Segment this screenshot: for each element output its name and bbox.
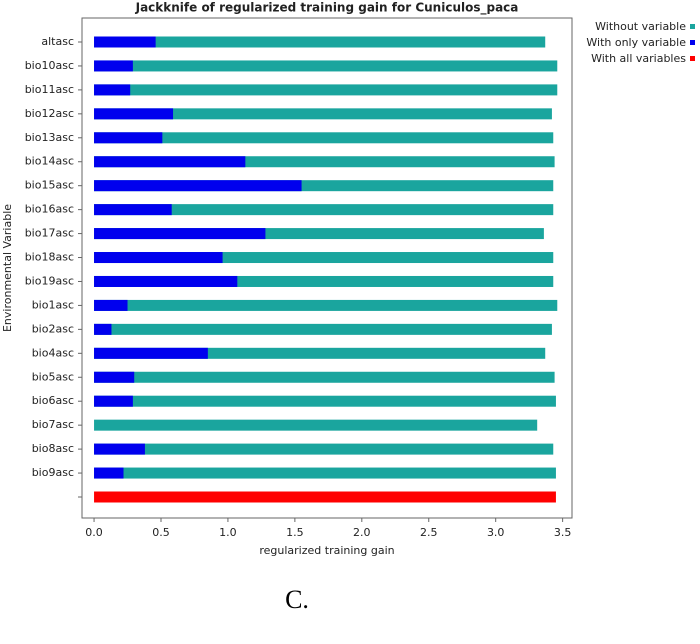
bar: [94, 36, 156, 48]
bar: [94, 443, 145, 455]
bar: [94, 299, 558, 311]
bar: [94, 467, 556, 479]
caption: C.: [285, 585, 309, 614]
bar: [94, 252, 554, 264]
bar: [94, 467, 124, 479]
bar: [94, 395, 133, 407]
x-tick-label: 2.5: [420, 526, 438, 539]
y-tick-label: bio13asc: [25, 131, 74, 144]
y-tick-label: bio5asc: [32, 370, 74, 383]
bar: [94, 84, 558, 96]
x-tick-label: 1.5: [286, 526, 304, 539]
legend-label: With all variables: [591, 52, 686, 65]
legend-swatch: [690, 24, 695, 29]
y-tick-label: bio16asc: [25, 203, 74, 216]
legend-swatch: [690, 56, 695, 61]
bar: [94, 443, 554, 455]
y-tick-label: bio6asc: [32, 394, 74, 407]
legend-label: Without variable: [595, 20, 686, 33]
y-tick-label: bio11asc: [25, 83, 74, 96]
bar: [94, 228, 544, 240]
x-tick-label: 2.0: [353, 526, 371, 539]
bar: [94, 323, 112, 335]
y-tick-label: bio8asc: [32, 442, 74, 455]
x-tick-label: 0.0: [85, 526, 103, 539]
bar: [94, 180, 302, 192]
bar: [94, 180, 554, 192]
bar: [94, 156, 555, 168]
y-tick-label: bio18asc: [25, 251, 74, 264]
x-tick-label: 1.0: [219, 526, 237, 539]
bar: [94, 347, 546, 359]
bar: [94, 132, 163, 144]
x-tick-label: 3.5: [554, 526, 572, 539]
bar: [94, 156, 246, 168]
plot-frame: [81, 17, 573, 519]
bar: [94, 371, 555, 383]
y-tick-label: bio2asc: [32, 322, 74, 335]
x-axis-label: regularized training gain: [259, 544, 394, 557]
bar: [94, 419, 538, 431]
y-tick-label: bio1asc: [32, 298, 74, 311]
bar: [94, 275, 238, 287]
legend-label: With only variable: [586, 36, 686, 49]
y-tick-label: bio4asc: [32, 346, 74, 359]
bar: [94, 132, 554, 144]
bar: [94, 108, 174, 120]
bar: [94, 275, 554, 287]
bar: [94, 60, 133, 72]
y-tick-label: bio9asc: [32, 466, 74, 479]
bar: [94, 60, 558, 72]
bar: [94, 347, 208, 359]
x-tick-label: 3.0: [487, 526, 505, 539]
y-tick-label: altasc: [41, 35, 74, 48]
bar: [94, 108, 552, 120]
bar: [94, 395, 556, 407]
bar: [94, 323, 552, 335]
y-tick-label: bio19asc: [25, 274, 74, 287]
bar: [94, 491, 556, 503]
y-tick-label: bio17asc: [25, 227, 74, 240]
bar: [94, 228, 266, 240]
bar: [94, 299, 128, 311]
y-tick-label: bio7asc: [32, 418, 74, 431]
y-tick-label: bio12asc: [25, 107, 74, 120]
y-axis-label: Environmental Variable: [1, 204, 14, 332]
y-tick-label: bio14asc: [25, 155, 74, 168]
x-tick-label: 0.5: [152, 526, 170, 539]
bar: [94, 204, 172, 216]
bar: [94, 204, 554, 216]
bar: [94, 252, 223, 264]
y-tick-label: bio10asc: [25, 59, 74, 72]
bar: [94, 36, 546, 48]
y-tick-label: bio15asc: [25, 179, 74, 192]
legend-swatch: [690, 40, 695, 45]
bar: [94, 84, 131, 96]
bar: [94, 371, 135, 383]
chart-title: Jackknife of regularized training gain f…: [135, 1, 519, 16]
